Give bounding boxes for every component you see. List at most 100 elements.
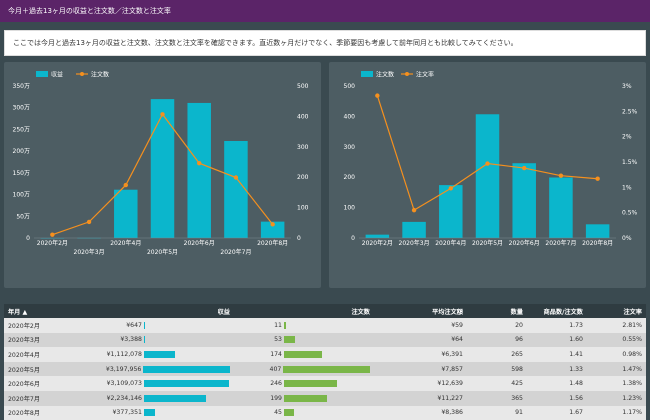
orders-bar <box>284 336 296 344</box>
point-2020年2月 <box>375 93 380 98</box>
right-tick-label: 400 <box>297 113 309 120</box>
table-row: 2020年4月 ¥1,112,078 174 ¥6,391 265 1.41 0.98% <box>4 347 646 362</box>
right-tick-label: 300 <box>297 144 309 151</box>
cell-orders: 246 <box>234 376 374 391</box>
header-items-per-order[interactable]: 商品数/注文数 <box>543 308 583 316</box>
left-tick-label: 300万 <box>13 105 30 112</box>
bar-2020年6月 <box>512 163 536 238</box>
x-tick-label: 2020年7月 <box>545 239 576 247</box>
cell-revenue: ¥3,197,956 <box>94 362 234 377</box>
table-row: 2020年6月 ¥3,109,073 246 ¥12,639 425 1.48 1.38% <box>4 376 646 391</box>
orders-rate-chart: 注文数 注文率 0 100 200 300 400 500 0% 0.5% 1% 1.5% 2% 2.5%… <box>344 71 638 248</box>
orders-value: 199 <box>270 394 282 402</box>
cell-quantity: 20 <box>515 321 523 329</box>
chart-legend: 収益 注文数 <box>36 71 109 79</box>
revenue-orders-chart-panel: 収益 注文数 0 50万 100万 150万 200万 250万 300万 350万 0 100 200… <box>4 62 321 288</box>
orders-value: 11 <box>274 321 282 329</box>
point-2020年4月 <box>448 186 453 191</box>
x-tick-label: 2020年5月 <box>147 248 178 256</box>
cell-avg-order: ¥12,639 <box>437 380 463 388</box>
cell-month: 2020年5月 <box>8 366 41 374</box>
header-avg-order[interactable]: 平均注文額 <box>432 308 463 316</box>
x-tick-label: 2020年8月 <box>582 239 613 247</box>
bar-2020年8月 <box>585 224 610 238</box>
point-2020年5月 <box>160 112 165 117</box>
cell-order-rate: 1.17% <box>622 409 642 417</box>
cell-quantity: 91 <box>515 409 523 417</box>
cell-orders: 45 <box>234 406 374 420</box>
cell-month: 2020年3月 <box>8 337 41 345</box>
cell-orders: 11 <box>234 318 374 333</box>
legend-label-line: 注文数 <box>91 71 109 79</box>
point-2020年8月 <box>595 176 600 181</box>
cell-items-per-order: 1.41 <box>569 350 583 358</box>
orders-bar <box>284 394 328 402</box>
right-tick-label: 200 <box>297 174 309 181</box>
x-tick-label: 2020年7月 <box>220 248 251 256</box>
right-tick-label: 2.5% <box>622 108 638 115</box>
legend-swatch-bar <box>361 71 373 77</box>
orders-value: 174 <box>270 350 282 358</box>
point-2020年3月 <box>411 207 417 213</box>
table-body: 2020年2月 ¥647 11 ¥59 20 1.73 2.81% 2020年3月 ¥3,388… <box>4 318 646 420</box>
x-tick-label: 2020年6月 <box>184 239 215 247</box>
cell-quantity: 96 <box>515 336 523 344</box>
legend-swatch-bar <box>36 71 48 77</box>
table-row: 2020年8月 ¥377,351 45 ¥8,386 91 1.67 1.17% <box>4 405 646 420</box>
cell-order-rate: 2.81% <box>622 321 642 329</box>
header-revenue[interactable]: 収益 <box>217 308 230 316</box>
cell-items-per-order: 1.56 <box>569 394 583 402</box>
legend-label-bar: 注文数 <box>376 71 394 79</box>
revenue-bar <box>144 336 145 344</box>
point-2020年3月 <box>86 219 92 225</box>
header-order-rate[interactable]: 注文率 <box>623 308 642 316</box>
chart-legend: 注文数 注文率 <box>361 71 434 79</box>
revenue-bar <box>143 365 230 373</box>
left-tick-label: 100万 <box>13 192 30 199</box>
left-tick-label: 200万 <box>13 148 30 155</box>
cell-orders: 53 <box>234 333 374 348</box>
header-orders[interactable]: 注文数 <box>351 308 370 316</box>
cell-order-rate: 1.38% <box>622 380 642 388</box>
bar-2020年7月 <box>224 140 248 238</box>
cell-avg-order: ¥11,227 <box>437 394 463 402</box>
cell-quantity: 265 <box>511 350 523 358</box>
bar-2020年7月 <box>549 177 573 238</box>
point-2020年5月 <box>485 161 490 166</box>
intro-box: ここでは今月と過去13ヶ月の収益と注文数、注文数と注文率を確認できます。直近数ヶ… <box>4 30 646 56</box>
revenue-bar <box>144 394 206 402</box>
monthly-table: 年月 ▲ 収益 注文数 平均注文額 数量 商品数/注文数 注文率 2020年2月… <box>4 304 646 420</box>
cell-avg-order: ¥7,857 <box>441 365 463 373</box>
revenue-value: ¥3,388 <box>120 336 142 344</box>
cell-revenue: ¥1,112,078 <box>94 347 234 362</box>
bar-2020年4月 <box>439 185 463 238</box>
left-tick-label: 0 <box>351 235 355 242</box>
right-tick-label: 500 <box>297 83 309 90</box>
cell-revenue: ¥3,109,073 <box>94 376 234 391</box>
right-tick-label: 0 <box>297 235 301 242</box>
bar-2020年6月 <box>187 102 211 239</box>
intro-text: ここでは今月と過去13ヶ月の収益と注文数、注文数と注文率を確認できます。直近数ヶ… <box>13 39 518 47</box>
cell-items-per-order: 1.48 <box>569 380 583 388</box>
point-2020年7月 <box>233 175 239 180</box>
bar-2020年3月 <box>402 221 426 238</box>
right-tick-label: 100 <box>297 205 309 212</box>
cell-revenue: ¥2,234,146 <box>94 391 234 406</box>
revenue-orders-chart: 収益 注文数 0 50万 100万 150万 200万 250万 300万 350万 0 100 200… <box>13 71 309 257</box>
header-quantity[interactable]: 数量 <box>510 308 523 316</box>
x-tick-label: 2020年2月 <box>37 239 68 247</box>
orders-bar <box>284 409 294 417</box>
revenue-value: ¥2,234,146 <box>106 394 142 402</box>
left-tick-label: 150万 <box>13 170 30 177</box>
cell-quantity: 365 <box>511 394 523 402</box>
right-tick-label: 3% <box>622 83 632 90</box>
legend-swatch-dot <box>405 72 409 76</box>
header-month[interactable]: 年月 ▲ <box>8 308 28 316</box>
revenue-bar <box>144 350 175 358</box>
revenue-bar <box>144 409 155 417</box>
point-2020年8月 <box>270 222 275 227</box>
cell-items-per-order: 1.67 <box>569 409 583 417</box>
point-2020年6月 <box>197 161 202 166</box>
cell-avg-order: ¥8,386 <box>441 409 463 417</box>
cell-items-per-order: 1.60 <box>569 336 583 344</box>
